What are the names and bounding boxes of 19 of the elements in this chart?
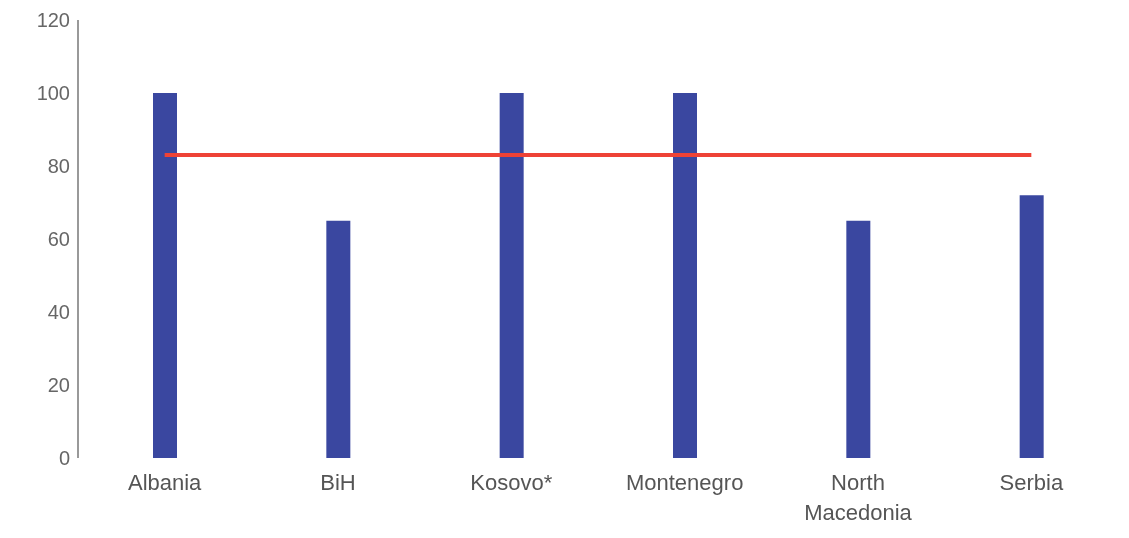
bar [326,220,351,458]
y-tick-label: 60 [47,228,70,251]
y-tick-label: 20 [47,374,70,397]
y-tick-label: 80 [47,155,70,178]
x-tick-label: Kosovo* [470,470,553,495]
x-tick-label: Montenegro [625,470,744,495]
bar [1019,195,1044,458]
y-tick-label: 120 [36,9,70,32]
x-tick-label: BiH [320,470,356,495]
x-tick-label: Serbia [999,470,1064,495]
bar [846,220,871,458]
bar [673,93,697,458]
x-tick-label: Albania [127,470,203,495]
y-tick-label: 0 [58,447,70,470]
y-tick-label: 40 [47,301,70,324]
x-tick-label: North Macedonia [804,470,913,525]
bar [153,93,177,458]
y-tick-label: 100 [36,82,70,105]
bar [499,93,524,458]
